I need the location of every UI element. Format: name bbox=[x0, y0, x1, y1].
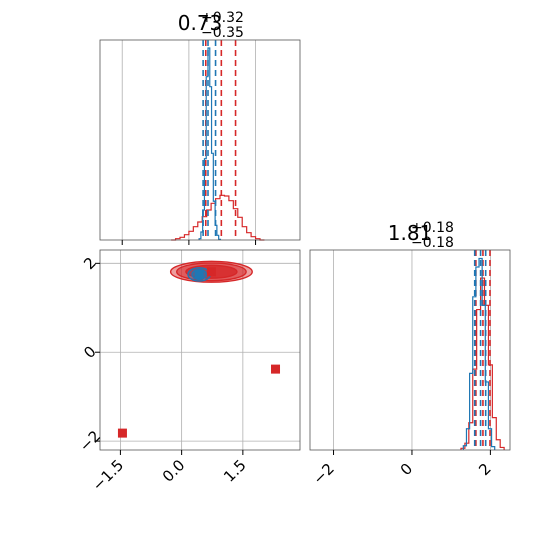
panel-bottom-left: −1.5 0.0 1.520−2 bbox=[76, 249, 301, 495]
br-frame bbox=[309, 249, 511, 451]
bl-frame bbox=[99, 249, 301, 451]
panel-top-left: 0.73 +0.32 −0.35 bbox=[99, 10, 301, 245]
tl-title: 0.73 bbox=[178, 11, 223, 35]
tl-frame bbox=[99, 39, 301, 241]
br-x-tick-label-2: 2 bbox=[475, 460, 494, 479]
br-title-value: 1.81 bbox=[388, 221, 433, 245]
bl-x-tick-label-0: −1.5 bbox=[89, 456, 127, 494]
marker-red-1 bbox=[271, 364, 281, 374]
marker-blue-3 bbox=[194, 269, 204, 279]
br-title-plus: +0.18 bbox=[411, 220, 454, 236]
bl-x-tick-label-1: 0.0 bbox=[159, 456, 189, 486]
hist-blue bbox=[462, 257, 496, 450]
tl-title-plus: +0.32 bbox=[201, 10, 244, 26]
marker-red-0 bbox=[117, 428, 127, 438]
br-title-minus: −0.18 bbox=[411, 235, 454, 251]
tl-title-minus: −0.35 bbox=[201, 25, 244, 41]
panel-bottom-right: −2 0 2 1.81 +0.18 −0.18 bbox=[309, 220, 511, 488]
marker-red-2 bbox=[206, 267, 216, 277]
br-x-tick-label-1: 0 bbox=[397, 460, 416, 479]
br-x-tick-label-0: −2 bbox=[309, 460, 337, 488]
tl-title-value: 0.73 bbox=[178, 11, 223, 35]
hist-blue bbox=[198, 47, 222, 240]
bl-x-tick-label-2: 1.5 bbox=[220, 456, 250, 486]
br-title: 1.81 bbox=[388, 221, 433, 245]
hist-red bbox=[171, 194, 265, 241]
